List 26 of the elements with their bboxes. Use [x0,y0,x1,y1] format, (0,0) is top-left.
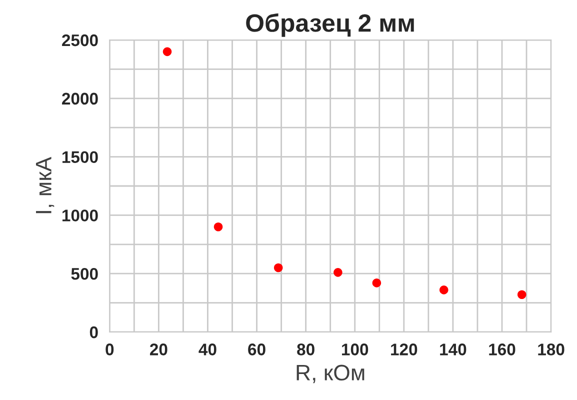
x-tick-label: 120 [391,344,418,356]
point [517,290,526,300]
point [439,286,448,294]
x-tick-label: 0 [106,344,114,356]
x-axis-title: R, кОм [296,364,364,384]
point [372,278,382,288]
x-tick-label: 20 [150,344,168,356]
y-tick-label: 1000 [62,210,98,222]
y-tick-label: 0 [90,326,98,338]
x-tick-label: 160 [489,344,516,356]
y-tick-label: 2500 [62,34,98,46]
point [214,222,223,232]
x-tick-label: 40 [198,344,216,356]
y-tick-label: 2000 [62,92,98,105]
x-tick-label: 100 [342,344,368,356]
x-tick-label: 80 [297,344,314,356]
x-tick-label: 60 [248,344,266,356]
chart-title: Образец 2 мм [246,13,414,37]
y-tick-label: 1500 [62,151,98,164]
x-tick-label: 140 [440,344,466,356]
x-tick-label: 180 [538,344,564,356]
point [162,47,172,56]
point [274,263,283,272]
point [334,268,342,277]
y-axis-title: I, мкА [36,156,54,214]
y-tick-label: 500 [71,268,98,280]
